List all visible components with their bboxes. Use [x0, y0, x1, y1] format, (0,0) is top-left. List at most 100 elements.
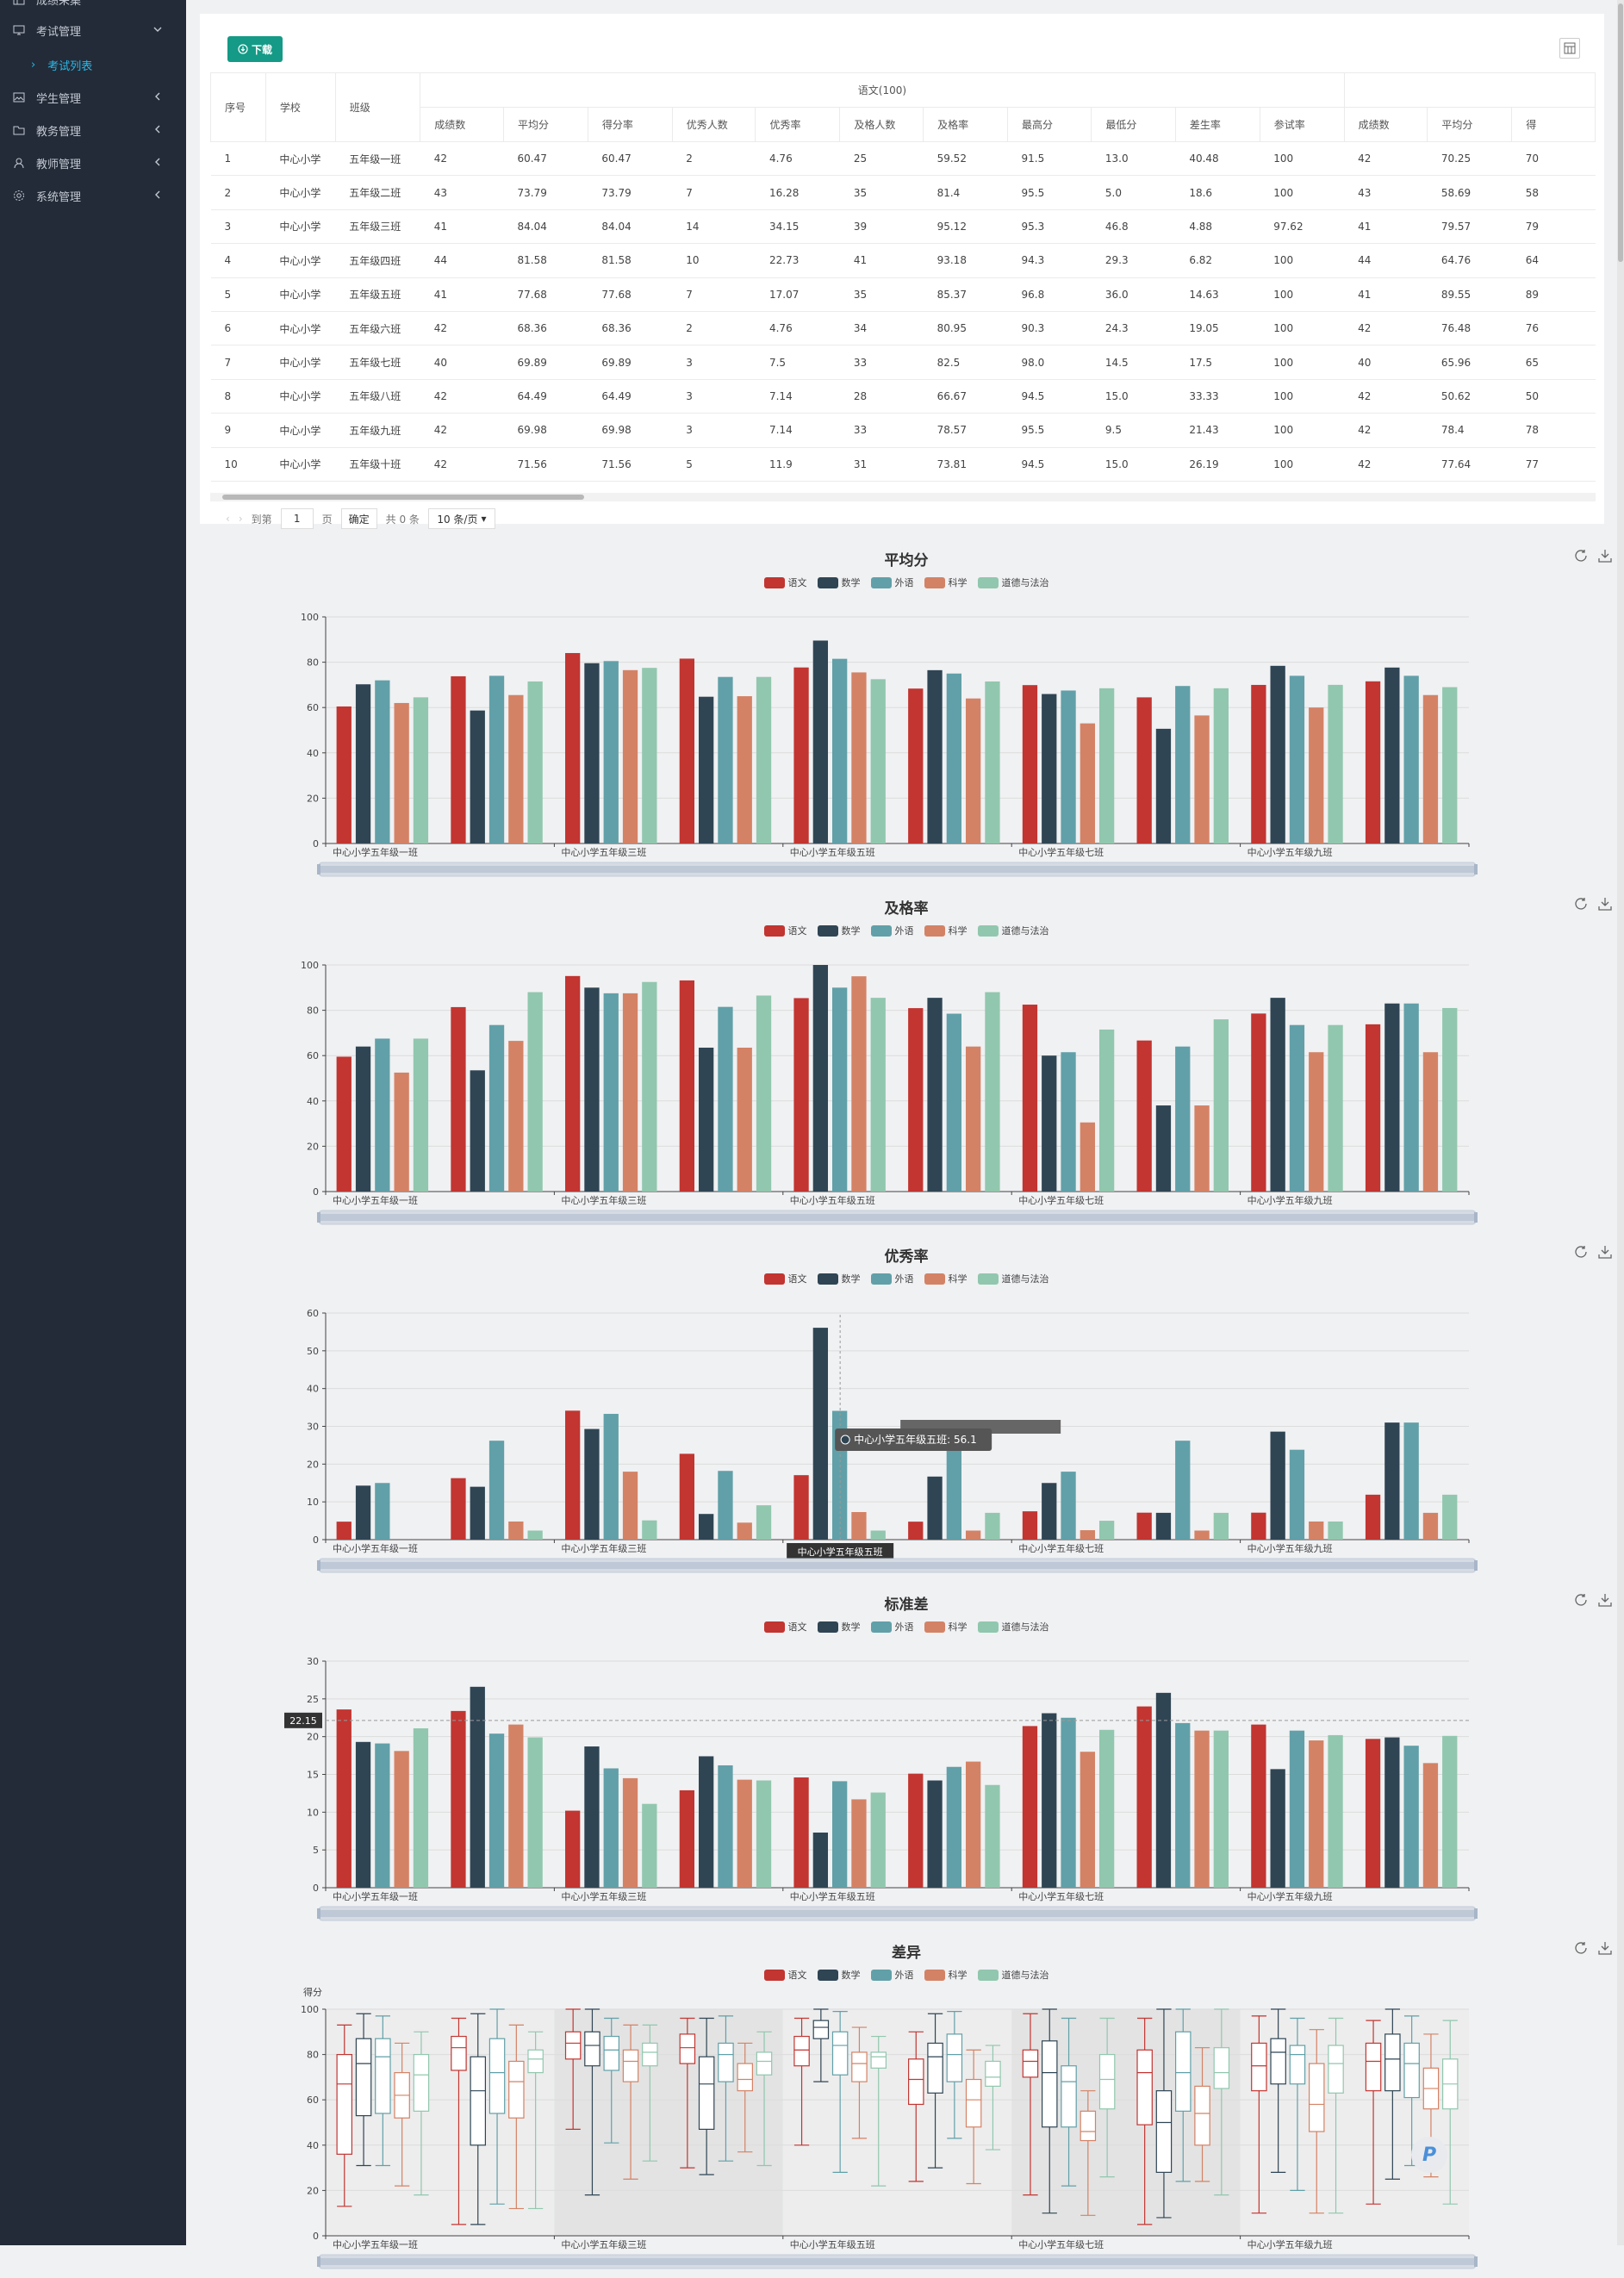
box-plot-item[interactable] — [1308, 2029, 1325, 2214]
box-plot-item[interactable] — [1042, 2008, 1058, 2214]
bar[interactable] — [1042, 1055, 1057, 1192]
datazoom-slider[interactable] — [318, 1906, 1477, 1921]
bar[interactable] — [451, 1710, 466, 1888]
bar[interactable] — [812, 1328, 829, 1540]
bar[interactable] — [565, 652, 581, 843]
bar[interactable] — [1098, 1729, 1115, 1888]
bar[interactable] — [603, 661, 619, 843]
bar[interactable] — [488, 675, 505, 843]
bar[interactable] — [737, 1779, 752, 1888]
bar[interactable] — [699, 696, 714, 843]
bar[interactable] — [642, 1803, 657, 1888]
sidebar-item[interactable]: 教师管理 — [0, 146, 186, 179]
bar[interactable] — [1061, 1052, 1076, 1192]
legend-item[interactable]: 数学 — [817, 576, 861, 589]
bar[interactable] — [355, 684, 371, 843]
box-plot-item[interactable] — [812, 2008, 830, 2082]
bar[interactable] — [488, 1441, 505, 1540]
box-plot-item[interactable] — [451, 2017, 467, 2225]
bar[interactable] — [1442, 1007, 1458, 1192]
bar[interactable] — [1136, 697, 1152, 843]
box-plot-item[interactable] — [413, 2031, 430, 2196]
bar[interactable] — [1403, 1422, 1419, 1540]
slider-handle-left[interactable] — [317, 864, 320, 874]
bar[interactable] — [946, 673, 961, 843]
legend-item[interactable]: 科学 — [924, 1620, 968, 1634]
box-plot-item[interactable] — [870, 2035, 887, 2187]
bar[interactable] — [1403, 1746, 1419, 1888]
bar[interactable] — [985, 992, 1000, 1192]
bar[interactable] — [985, 1784, 1000, 1888]
sidebar-subitem[interactable]: › 考试列表 — [0, 48, 186, 81]
legend-item[interactable]: 外语 — [870, 1272, 914, 1285]
bar[interactable] — [1022, 685, 1038, 843]
bar[interactable] — [451, 675, 466, 843]
box-plot-item[interactable] — [1136, 2017, 1153, 2225]
bar[interactable] — [870, 1530, 886, 1540]
page-number-input[interactable]: 1 — [280, 508, 314, 529]
slider-handle-left[interactable] — [317, 2256, 320, 2267]
bar[interactable] — [812, 1833, 829, 1888]
bar[interactable] — [1442, 1494, 1458, 1540]
bar[interactable] — [508, 694, 524, 843]
legend-item[interactable]: 数学 — [817, 924, 861, 937]
bar[interactable] — [565, 1810, 581, 1888]
box-plot-item[interactable] — [1155, 2008, 1173, 2219]
bar[interactable] — [1213, 1730, 1229, 1888]
box-plot-item[interactable] — [965, 2049, 982, 2185]
bar[interactable] — [1309, 707, 1324, 843]
bar[interactable] — [1270, 1769, 1285, 1888]
bar[interactable] — [851, 976, 867, 1192]
bar[interactable] — [812, 640, 829, 843]
scrollbar-thumb[interactable] — [222, 495, 584, 500]
bar[interactable] — [413, 1038, 429, 1192]
bar[interactable] — [1175, 686, 1191, 843]
bar[interactable] — [355, 1485, 371, 1540]
bar[interactable] — [527, 992, 543, 1192]
bar[interactable] — [699, 1047, 714, 1192]
bar[interactable] — [985, 1512, 1000, 1540]
box-plot-item[interactable] — [527, 2031, 544, 2210]
box-plot-item[interactable] — [718, 2015, 734, 2162]
bar[interactable] — [336, 1056, 352, 1192]
box-plot-item[interactable] — [1384, 2008, 1401, 2180]
bar[interactable] — [1442, 1735, 1458, 1888]
legend-item[interactable]: 科学 — [924, 1272, 968, 1285]
box-plot-item[interactable] — [1213, 2008, 1230, 2196]
sidebar-item[interactable]: 教务管理 — [0, 114, 186, 146]
bar[interactable] — [985, 681, 1000, 843]
sidebar-item[interactable]: 学生管理 — [0, 81, 186, 114]
box-plot-item[interactable] — [793, 2017, 810, 2146]
bar[interactable] — [718, 1765, 733, 1888]
bar[interactable] — [642, 668, 657, 843]
bar[interactable] — [793, 1777, 809, 1888]
bar[interactable] — [565, 975, 581, 1192]
bar[interactable] — [565, 1410, 581, 1540]
bar[interactable] — [1270, 1431, 1285, 1540]
bar[interactable] — [679, 1453, 695, 1540]
bar[interactable] — [1061, 1717, 1076, 1888]
bar[interactable] — [965, 1046, 981, 1192]
bar[interactable] — [1328, 1024, 1343, 1192]
bar[interactable] — [584, 1428, 600, 1540]
next-page-icon[interactable]: › — [238, 513, 243, 525]
sidebar-item[interactable]: 成绩采集 — [0, 0, 186, 16]
bar[interactable] — [451, 1478, 466, 1540]
bar[interactable] — [1155, 1105, 1172, 1192]
bar[interactable] — [1328, 1521, 1343, 1540]
bar[interactable] — [508, 1521, 524, 1540]
bar[interactable] — [1194, 1530, 1210, 1540]
box-plot-item[interactable] — [1365, 2020, 1382, 2205]
bar[interactable] — [394, 1751, 409, 1888]
legend-item[interactable]: 科学 — [924, 576, 968, 589]
bar[interactable] — [1194, 1105, 1210, 1192]
box-plot-item[interactable] — [1251, 2015, 1267, 2214]
bar[interactable] — [603, 993, 619, 1192]
bar[interactable] — [832, 658, 848, 843]
bar[interactable] — [622, 993, 638, 1192]
bar[interactable] — [1136, 1706, 1152, 1888]
bar[interactable] — [470, 1070, 485, 1192]
bar[interactable] — [793, 998, 809, 1192]
bar[interactable] — [1251, 1512, 1266, 1540]
bar[interactable] — [851, 1799, 867, 1888]
